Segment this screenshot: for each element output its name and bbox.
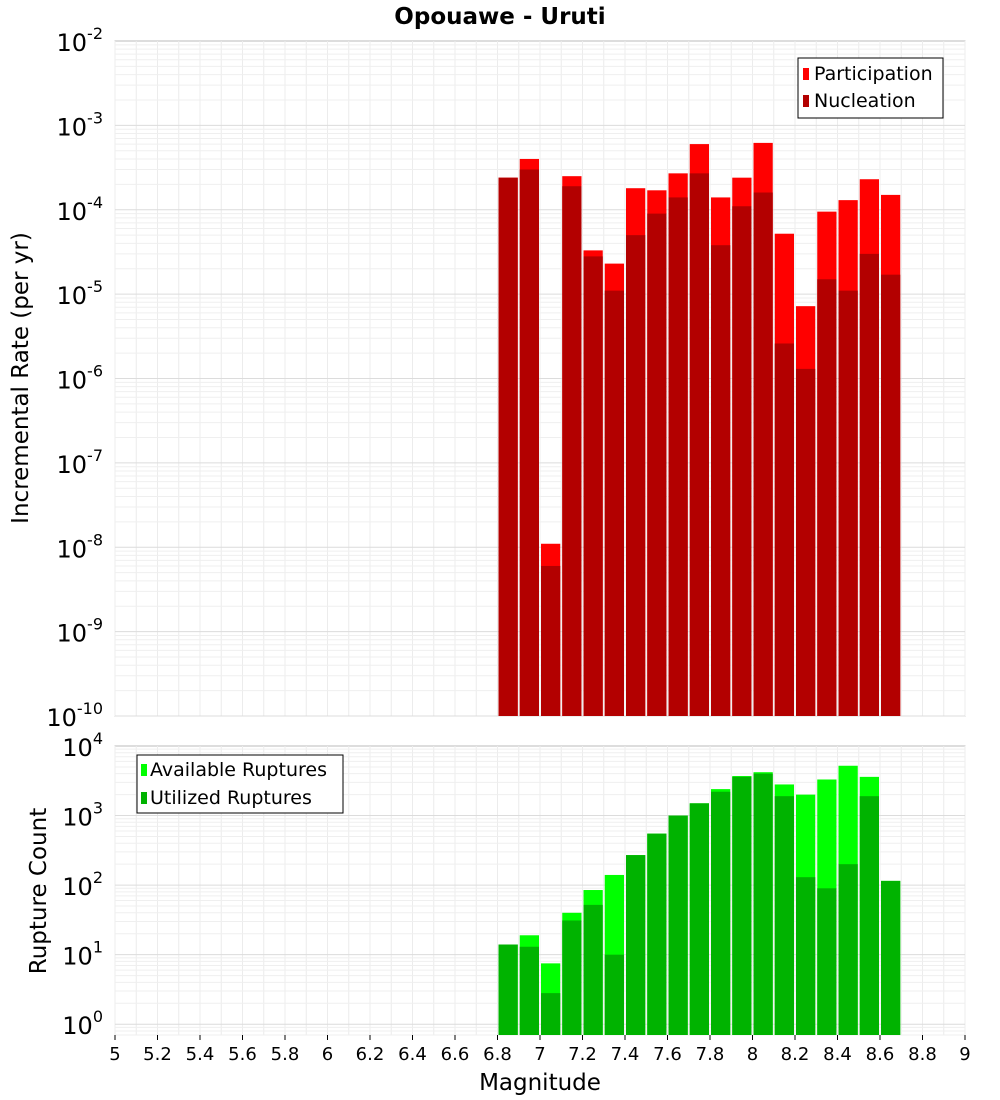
x-tick-label: 5 <box>109 1044 120 1065</box>
bottom-bar-series2 <box>689 803 709 1035</box>
x-tick-label: 8.4 <box>823 1044 852 1065</box>
x-tick-label: 6.2 <box>356 1044 385 1065</box>
bottom-bar-series2 <box>881 880 901 1035</box>
x-tick-label: 7.6 <box>653 1044 682 1065</box>
bottom-bars <box>498 765 901 1035</box>
top-bar-series2 <box>604 290 624 716</box>
bottom-bar-series2 <box>711 791 731 1035</box>
bottom-y-tick-label: 101 <box>62 938 103 971</box>
x-tick-label: 7.8 <box>696 1044 725 1065</box>
top-grid <box>114 41 966 717</box>
top-bar-series2 <box>689 173 709 716</box>
bottom-bar-series2 <box>796 877 816 1035</box>
bottom-legend: Available Ruptures Utilized Ruptures <box>136 754 344 814</box>
top-legend-box <box>797 57 944 119</box>
top-bar-series2 <box>668 197 688 717</box>
x-tick-label: 5.2 <box>143 1044 172 1065</box>
top-y-tick-label: 10-5 <box>57 277 104 310</box>
x-tick-label: 8.6 <box>866 1044 895 1065</box>
bottom-bar-series2 <box>604 954 624 1035</box>
top-bar-series2 <box>541 565 561 716</box>
x-tick-labels: 5 5.2 5.4 5.6 5.8 6 6.2 6.4 6.6 6.8 7 7.2 7.4 7.6 7.8 8… <box>109 1035 971 1065</box>
legend-participation-label: Participation <box>814 63 933 85</box>
bottom-bar-series2 <box>859 796 879 1035</box>
top-bar-series2 <box>562 186 582 716</box>
bottom-bar-series2 <box>647 833 667 1035</box>
top-y-tick-label: 10-8 <box>57 530 104 563</box>
top-y-tick-label: 10-6 <box>57 362 104 395</box>
legend-available-label: Available Ruptures <box>150 759 327 781</box>
top-y-tick-labels: 10-10 10-9 10-8 10-7 10-6 10-5 10-4 10-3 10-2 <box>46 24 103 732</box>
bottom-bar-series2 <box>753 773 773 1035</box>
x-tick-label: 6 <box>322 1044 333 1065</box>
top-y-tick-label: 10-7 <box>57 446 104 479</box>
bottom-y-tick-label: 103 <box>62 799 103 832</box>
bottom-bar-series2 <box>817 888 837 1035</box>
x-tick-label: 5.6 <box>228 1044 257 1065</box>
top-bar-series2 <box>498 177 518 716</box>
top-bar-series2 <box>796 368 816 716</box>
x-tick-label: 5.4 <box>186 1044 215 1065</box>
x-tick-label: 6.6 <box>441 1044 470 1065</box>
bottom-y-tick-label: 104 <box>62 729 103 762</box>
bottom-bar-series2 <box>498 944 518 1035</box>
bottom-bar-series2 <box>668 815 688 1035</box>
top-bar-series2 <box>583 256 603 716</box>
top-y-tick-label: 10-9 <box>57 615 104 648</box>
legend-participation-swatch <box>803 68 809 80</box>
x-axis-label: Magnitude <box>479 1070 601 1096</box>
bottom-bar-series2 <box>541 993 561 1035</box>
top-bar-series2 <box>774 343 794 716</box>
legend-nucleation-swatch <box>803 95 809 107</box>
top-bar-series2 <box>626 235 646 716</box>
chart-title: Opouawe - Uruti <box>394 4 605 30</box>
legend-nucleation-label: Nucleation <box>814 90 916 112</box>
x-tick-label: 8 <box>747 1044 758 1065</box>
bottom-bar-series2 <box>562 920 582 1035</box>
x-tick-label: 7.4 <box>611 1044 640 1065</box>
top-bars <box>498 142 901 717</box>
top-bar-series2 <box>881 274 901 716</box>
x-tick-label: 5.8 <box>271 1044 300 1065</box>
x-tick-label: 7.2 <box>568 1044 597 1065</box>
top-bar-series2 <box>647 213 667 717</box>
legend-utilized-swatch <box>141 792 147 804</box>
bottom-bar-series2 <box>732 776 752 1035</box>
top-legend: Participation Nucleation <box>797 57 944 119</box>
top-bar-series2 <box>817 279 837 716</box>
bottom-legend-box <box>136 754 344 814</box>
x-tick-label: 7 <box>534 1044 545 1065</box>
top-y-tick-label: 10-3 <box>57 108 104 141</box>
x-tick-label: 6.8 <box>483 1044 512 1065</box>
x-tick-label: 9 <box>959 1044 970 1065</box>
bottom-bar-series2 <box>838 864 858 1035</box>
top-y-tick-label: 10-10 <box>46 699 103 732</box>
bottom-y-axis-label: Rupture Count <box>26 808 52 974</box>
bottom-y-tick-label: 100 <box>62 1007 103 1040</box>
bottom-bar-series2 <box>626 855 646 1035</box>
bottom-y-tick-labels: 100 101 102 103 104 <box>62 729 103 1040</box>
bottom-bar-series2 <box>519 946 539 1035</box>
top-y-tick-label: 10-2 <box>57 24 104 57</box>
x-tick-label: 8.2 <box>781 1044 810 1065</box>
top-bar-series2 <box>711 245 731 717</box>
legend-available-swatch <box>141 764 147 776</box>
top-bar-series2 <box>753 192 773 717</box>
bottom-chart: 100 101 102 103 104 Rupture Count Available … <box>26 729 966 1040</box>
legend-utilized-label: Utilized Ruptures <box>150 787 312 809</box>
top-bar-series2 <box>859 253 879 716</box>
top-y-tick-label: 10-4 <box>57 193 104 226</box>
x-tick-label: 8.8 <box>908 1044 937 1065</box>
top-y-axis-label: Incremental Rate (per yr) <box>8 232 34 524</box>
x-tick-label: 6.4 <box>398 1044 427 1065</box>
bottom-bar-series2 <box>774 796 794 1035</box>
top-chart: 10-10 10-9 10-8 10-7 10-6 10-5 10-4 10-3 10-2 In… <box>8 24 966 732</box>
bottom-bar-series2 <box>583 904 603 1035</box>
top-bar-series2 <box>519 169 539 716</box>
bottom-y-tick-label: 102 <box>62 868 103 901</box>
top-bar-series2 <box>732 206 752 716</box>
top-bar-series2 <box>838 290 858 716</box>
